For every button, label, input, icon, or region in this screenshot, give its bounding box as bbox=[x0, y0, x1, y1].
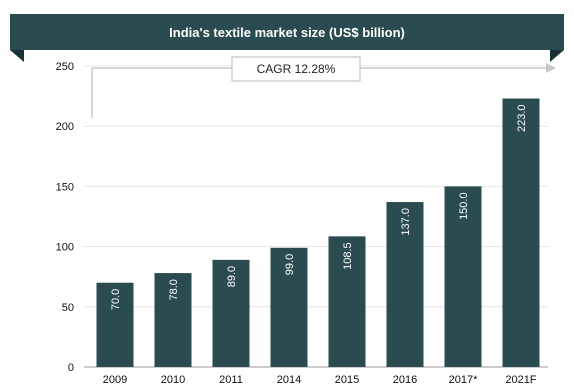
chart-title: India's textile market size (US$ billion… bbox=[169, 25, 405, 40]
title-band-fold-right bbox=[550, 50, 564, 62]
bar bbox=[502, 98, 540, 368]
y-tick-label: 0 bbox=[68, 362, 74, 374]
cagr-arrow-head bbox=[546, 63, 556, 73]
y-tick-label: 50 bbox=[62, 302, 74, 314]
bar-value-label: 137.0 bbox=[400, 208, 412, 236]
bar bbox=[328, 236, 366, 367]
y-tick-label: 100 bbox=[56, 242, 74, 254]
bar bbox=[270, 247, 308, 367]
cagr-label-box bbox=[231, 56, 361, 82]
bar-value-label: 150.0 bbox=[458, 192, 470, 220]
bar-value-label: 99.0 bbox=[284, 254, 296, 275]
bar bbox=[96, 282, 134, 367]
bar-value-label: 78.0 bbox=[168, 279, 180, 300]
x-tick-label: 2011 bbox=[219, 374, 243, 386]
bar-value-label: 70.0 bbox=[110, 289, 122, 310]
y-tick-label: 250 bbox=[56, 61, 74, 73]
bar bbox=[212, 259, 250, 367]
cagr-annotation: CAGR 12.28% bbox=[257, 62, 336, 76]
x-tick-label: 2009 bbox=[103, 374, 127, 386]
bar bbox=[386, 202, 424, 367]
title-band bbox=[10, 14, 564, 50]
x-tick-label: 2015 bbox=[335, 374, 359, 386]
x-tick-label: 2014 bbox=[277, 374, 301, 386]
x-tick-label: 2010 bbox=[161, 374, 185, 386]
bar-value-label: 89.0 bbox=[226, 266, 238, 287]
bar bbox=[154, 273, 192, 367]
x-tick-label: 2016 bbox=[393, 374, 417, 386]
y-tick-label: 150 bbox=[56, 181, 74, 193]
x-tick-label: 2017* bbox=[449, 374, 478, 386]
y-tick-label: 200 bbox=[56, 121, 74, 133]
title-band-fold-left bbox=[10, 50, 24, 62]
bar-value-label: 108.5 bbox=[342, 242, 354, 270]
bar-value-label: 223.0 bbox=[516, 105, 528, 133]
bar bbox=[444, 186, 482, 367]
x-tick-label: 2021F bbox=[505, 374, 536, 386]
